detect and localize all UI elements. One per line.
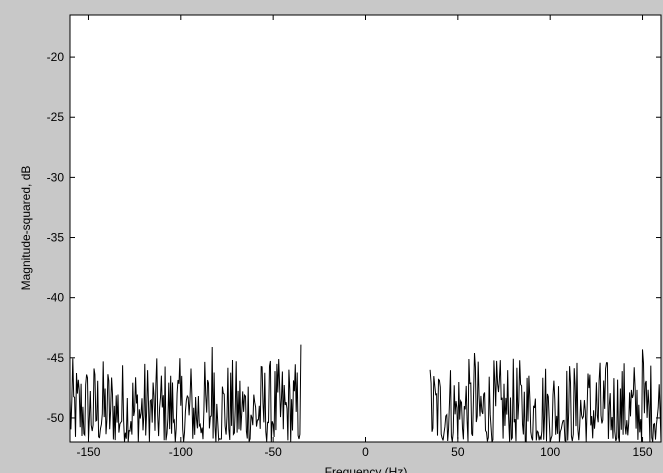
plot-area xyxy=(70,15,661,442)
plot-frame xyxy=(69,14,662,443)
data-layer xyxy=(69,344,662,443)
spectrum-line-segment xyxy=(429,349,662,443)
y-tick-label: -35 xyxy=(47,231,65,245)
y-tick-label: -25 xyxy=(47,110,65,124)
y-axis-label: Magnitude-squared, dB xyxy=(19,166,33,291)
x-tick-label: 100 xyxy=(540,445,560,459)
x-tick-label: -150 xyxy=(76,445,100,459)
spectrum-line-segment xyxy=(69,344,302,443)
y-tick-label: -40 xyxy=(47,291,65,305)
x-tick-label: -100 xyxy=(169,445,193,459)
y-tick-label: -30 xyxy=(47,170,65,184)
x-tick-label: -50 xyxy=(264,445,282,459)
y-tick-label: -50 xyxy=(47,411,65,425)
y-tick-label: -45 xyxy=(47,351,65,365)
x-tick-label: 50 xyxy=(451,445,465,459)
x-tick-label: 150 xyxy=(633,445,653,459)
x-tick-label: 0 xyxy=(362,445,369,459)
x-axis-label: Frequency (Hz) xyxy=(325,465,408,473)
ticks-layer: -150 -100 -50 0 50 100 150 -50 -45 -40 -35 -30 -25 -2… xyxy=(47,15,661,459)
y-tick-label: -20 xyxy=(47,50,65,64)
